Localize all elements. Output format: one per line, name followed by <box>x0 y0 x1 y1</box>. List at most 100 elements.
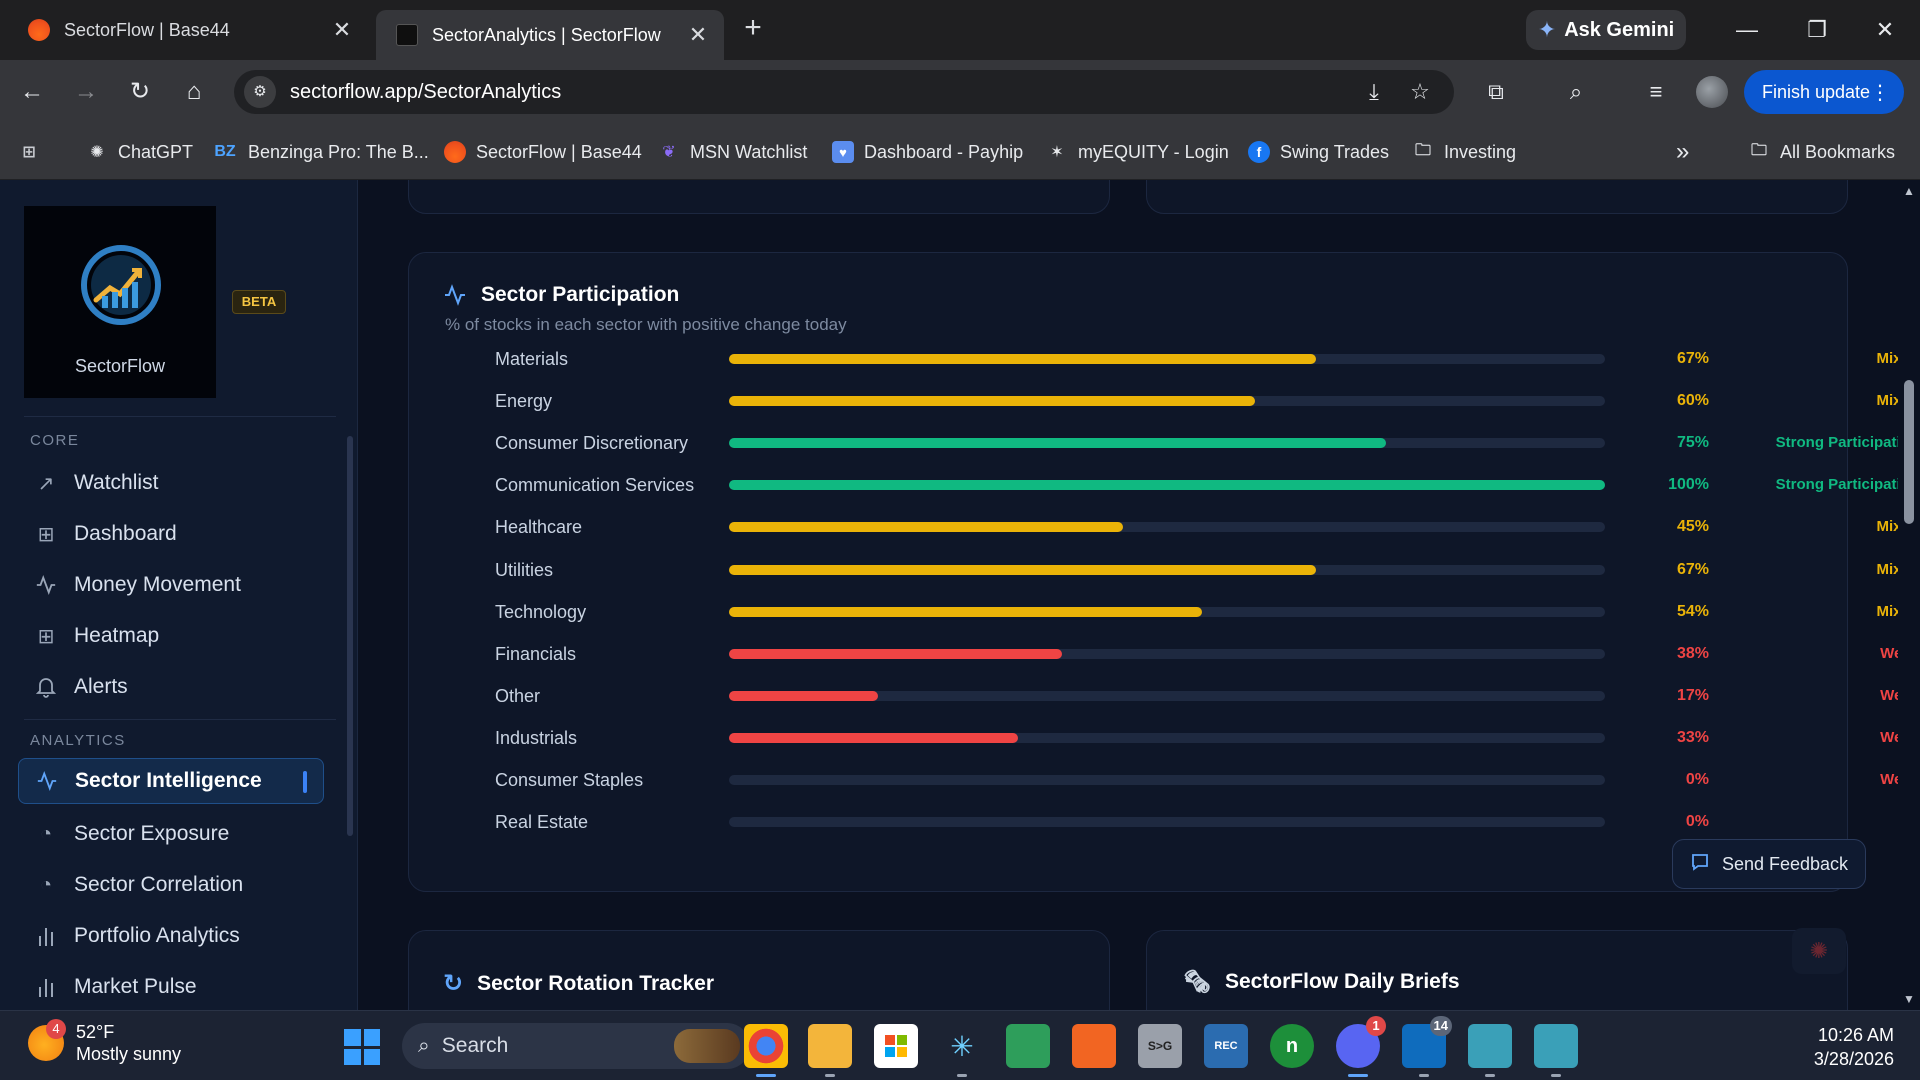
snowflake-app-icon[interactable]: ✳ <box>940 1024 984 1077</box>
sidebar-scrollbar[interactable] <box>346 420 354 1010</box>
sidebar-item-portfolio-analytics[interactable]: Portfolio Analytics <box>18 913 324 959</box>
participation-percent: 0% <box>1685 813 1709 831</box>
home-icon[interactable]: ⌂ <box>186 78 202 105</box>
all-bookmarks-folder[interactable]: 🗀 All Bookmarks <box>1748 136 1895 168</box>
tab-sector-analytics[interactable]: SectorAnalytics | SectorFlow ✕ <box>376 10 724 60</box>
more-bookmarks-chevron-icon[interactable]: » <box>1676 138 1690 165</box>
minimize-icon[interactable]: — <box>1736 17 1758 42</box>
page-viewport: SectorFlow BETA CORE ↗ Watchlist ⊞ Dashb… <box>0 180 1920 1010</box>
bookmark-chatgpt[interactable]: ✺ ChatGPT <box>86 136 193 168</box>
bookmark-label: Benzinga Pro: The B... <box>248 141 429 162</box>
scroll-up-arrow-icon[interactable]: ▲ <box>1903 184 1915 198</box>
tab-sectorflow-base44[interactable]: SectorFlow | Base44 ✕ <box>8 8 368 52</box>
sector-name: Industrials <box>495 727 578 748</box>
sectorflow-logo[interactable]: SectorFlow <box>24 206 216 398</box>
bookmark-investing-folder[interactable]: 🗀 Investing <box>1412 136 1516 168</box>
sector-participation-title: Sector Participation <box>481 283 680 306</box>
profile-avatar[interactable] <box>1696 76 1728 108</box>
bookmark-msn-watchlist[interactable]: ❦ MSN Watchlist <box>658 136 807 168</box>
weather-widget[interactable]: 4 52°F Mostly sunny <box>28 1019 181 1065</box>
sun-icon: 4 <box>28 1019 66 1061</box>
scroll-down-arrow-icon[interactable]: ▼ <box>1903 992 1915 1006</box>
taskbar-search[interactable]: ⌕ Search <box>402 1023 750 1069</box>
sidebar-item-dashboard[interactable]: ⊞ Dashboard <box>18 511 324 557</box>
sidebar-item-label: Sector Correlation <box>74 873 244 896</box>
back-arrow-icon[interactable]: ← <box>20 78 44 105</box>
chat-app-icon[interactable] <box>1006 1024 1050 1068</box>
bookmark-star-icon[interactable]: ☆ <box>1410 79 1430 104</box>
address-bar[interactable]: ⚙ sectorflow.app/SectorAnalytics ⤓ ☆ <box>234 70 1454 114</box>
finish-update-button[interactable]: Finish update ⋮ <box>1744 70 1904 114</box>
chrome-app-icon[interactable] <box>744 1024 788 1077</box>
sidebar-item-label: Sector Exposure <box>74 822 230 845</box>
participation-percent: 60% <box>1676 392 1709 410</box>
participation-bar-track <box>729 732 1605 743</box>
ask-gemini-button[interactable]: ✦ Ask Gemini <box>1526 10 1686 50</box>
sectorflow-favicon <box>28 19 50 41</box>
extensions-icon[interactable]: ⧉ <box>1488 79 1504 104</box>
logo-text: SectorFlow <box>74 356 166 376</box>
participation-bar-fill <box>729 606 1203 617</box>
forward-arrow-icon[interactable]: → <box>74 78 98 105</box>
app-icon[interactable] <box>1468 1024 1512 1077</box>
msn-butterfly-icon: ❦ <box>662 144 676 161</box>
apps-grid-icon[interactable]: ⊞ <box>22 144 36 161</box>
sidebar-item-heatmap[interactable]: ⊞ Heatmap <box>18 613 324 659</box>
orange-app-icon[interactable] <box>1072 1024 1116 1068</box>
bug-report-icon[interactable]: ✺ <box>1792 928 1846 974</box>
system-clock[interactable]: 10:26 AM 3/28/2026 <box>1814 1023 1894 1071</box>
bookmark-payhip[interactable]: ♥ Dashboard - Payhip <box>832 136 1023 168</box>
message-square-icon <box>1690 852 1710 877</box>
new-tab-button[interactable]: + <box>744 11 762 44</box>
sidebar-item-money-movement[interactable]: Money Movement <box>18 562 324 608</box>
bookmark-swing-trades[interactable]: f Swing Trades <box>1248 136 1389 168</box>
participation-bar-fill <box>729 354 1316 364</box>
screen-search-icon[interactable]: ⌕ <box>1569 79 1583 104</box>
participation-bar-fill <box>729 732 1019 743</box>
sidebar: SectorFlow BETA CORE ↗ Watchlist ⊞ Dashb… <box>0 180 358 1010</box>
outlook-app-icon[interactable]: 14 <box>1402 1016 1452 1077</box>
site-settings-icon[interactable]: ⚙ <box>244 76 276 108</box>
snagit-app-icon[interactable]: S>G <box>1138 1024 1182 1068</box>
sidebar-item-sector-exposure[interactable]: ◔ Sector Exposure <box>18 811 324 857</box>
n-app-icon[interactable]: n <box>1270 1024 1314 1068</box>
bookmark-myequity[interactable]: ✶ myEQUITY - Login <box>1046 136 1228 168</box>
install-app-icon[interactable]: ⤓ <box>1369 79 1379 104</box>
page-scrollbar[interactable]: ▲ ▼ <box>1898 180 1920 1010</box>
bookmark-benzinga[interactable]: BZ Benzinga Pro: The B... <box>212 136 429 168</box>
reload-icon[interactable]: ↻ <box>129 78 151 105</box>
sidebar-item-alerts[interactable]: Alerts <box>18 664 324 710</box>
sidebar-item-market-pulse[interactable]: Market Pulse <box>18 964 324 1010</box>
discord-app-icon[interactable]: 1 <box>1336 1016 1386 1077</box>
close-tab-icon[interactable]: ✕ <box>688 22 708 47</box>
more-menu-icon[interactable]: ⋮ <box>1870 81 1890 104</box>
bookmark-label: SectorFlow | Base44 <box>476 141 642 162</box>
app-icon[interactable] <box>1534 1024 1578 1077</box>
trending-up-icon: ↗ <box>37 472 55 495</box>
page-scroll-thumb[interactable] <box>1904 380 1914 524</box>
file-explorer-icon[interactable] <box>808 1024 852 1077</box>
sidebar-item-watchlist[interactable]: ↗ Watchlist <box>18 460 324 506</box>
participation-bar-track <box>729 354 1605 364</box>
sidebar-item-sector-correlation[interactable]: ◔ Sector Correlation <box>18 862 324 908</box>
bookmark-label: MSN Watchlist <box>690 141 808 162</box>
activity-icon <box>445 284 465 306</box>
recorder-app-icon[interactable]: REC <box>1204 1024 1248 1068</box>
card-title: Sector Participation <box>443 283 679 307</box>
microsoft-store-icon[interactable] <box>874 1024 918 1068</box>
sector-name: Consumer Staples <box>495 770 644 790</box>
restore-icon[interactable]: ❐ <box>1807 17 1827 42</box>
sidebar-item-sector-intelligence[interactable]: Sector Intelligence <box>18 758 324 804</box>
bookmark-sectorflow-base44[interactable]: SectorFlow | Base44 <box>444 136 642 168</box>
sidebar-scroll-thumb[interactable] <box>347 436 353 836</box>
close-tab-icon[interactable]: ✕ <box>332 17 352 42</box>
sector-participation-subtitle: % of stocks in each sector with positive… <box>445 315 847 334</box>
close-window-icon[interactable]: ✕ <box>1875 17 1895 42</box>
bell-icon <box>34 675 58 699</box>
participation-bar-fill <box>729 480 1605 491</box>
windows-start-icon[interactable] <box>344 1029 380 1065</box>
search-label: Search <box>441 1034 509 1057</box>
send-feedback-button[interactable]: Send Feedback <box>1672 839 1866 889</box>
participation-bar-track <box>729 438 1605 449</box>
media-controls-icon[interactable]: ≡ <box>1649 79 1663 104</box>
